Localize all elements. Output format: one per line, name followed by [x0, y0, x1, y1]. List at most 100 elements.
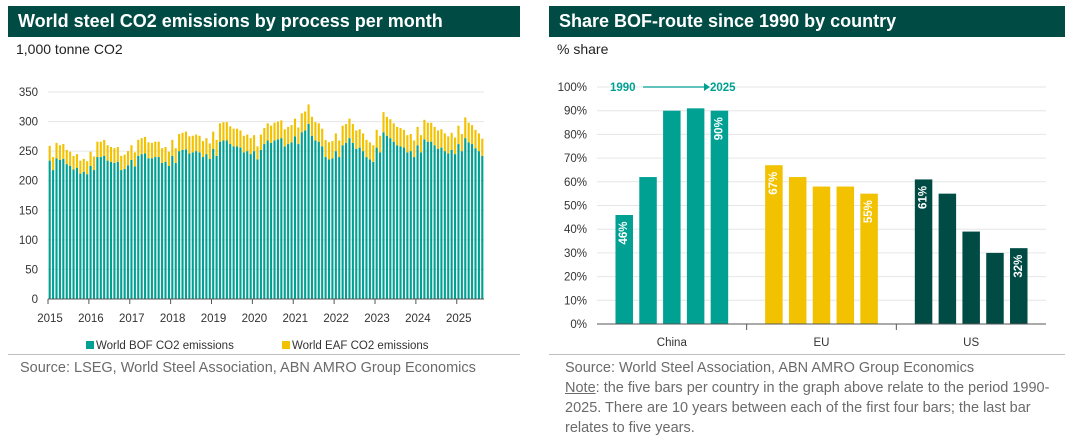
eaf-bar — [212, 131, 215, 149]
eaf-bar — [389, 119, 392, 139]
bar-value-label: 90% — [713, 117, 725, 140]
bof-bar — [249, 154, 252, 299]
bof-bar — [297, 144, 300, 299]
bof-bar — [379, 152, 382, 299]
bof-bar — [218, 141, 222, 299]
bof-bar — [225, 140, 228, 299]
eaf-bar — [287, 126, 290, 145]
bof-bar — [344, 142, 348, 299]
category-label: China — [657, 337, 688, 349]
eaf-bar — [297, 127, 300, 145]
bof-bar — [266, 140, 269, 299]
y-tick-label: 350 — [19, 87, 38, 99]
eaf-bar — [147, 142, 150, 159]
bof-bar — [103, 155, 106, 299]
eaf-bar — [307, 104, 310, 124]
eaf-bar — [140, 138, 143, 155]
bof-bar — [273, 140, 276, 299]
share-bar — [788, 177, 807, 324]
eaf-bar — [215, 139, 218, 156]
bof-bar — [368, 159, 371, 299]
bof-bar — [99, 157, 102, 299]
note-label: Note — [565, 380, 596, 396]
bof-bar — [157, 157, 160, 299]
eaf-bar — [232, 128, 235, 147]
eaf-bar — [321, 128, 324, 147]
bof-bar — [259, 149, 262, 299]
eaf-bar — [460, 133, 463, 152]
bof-bar — [331, 158, 334, 299]
y-tick-label: 100% — [558, 82, 587, 94]
eaf-bar — [467, 122, 470, 143]
eaf-bar — [161, 148, 164, 163]
share-bar — [1010, 248, 1028, 324]
bof-bar — [276, 139, 279, 299]
y-tick-label: 20% — [564, 272, 587, 284]
period-start-label: 1990 — [610, 82, 636, 94]
eaf-bar — [126, 151, 130, 166]
bof-bar — [154, 157, 157, 299]
bof-bar — [65, 164, 68, 299]
eaf-bar — [171, 139, 174, 156]
right-note: Note: the five bars per country in the g… — [565, 378, 1055, 438]
bof-bar — [232, 146, 235, 299]
bof-bar — [324, 157, 327, 299]
bof-bar — [123, 168, 126, 299]
eaf-bar — [72, 155, 75, 170]
bof-bar — [137, 155, 140, 299]
bof-bar — [79, 173, 82, 299]
right-source-text: Source: World Steel Association, ABN AMR… — [565, 360, 975, 376]
eaf-bar — [109, 147, 113, 162]
share-bar — [986, 252, 1004, 324]
x-tick-label: 2017 — [119, 313, 145, 325]
eaf-bar — [113, 148, 116, 163]
eaf-bar — [201, 141, 205, 158]
bof-bar — [436, 148, 440, 299]
bof-bar — [75, 167, 79, 299]
bof-bar — [443, 151, 446, 299]
bof-bar — [304, 130, 307, 299]
eaf-bar — [52, 157, 55, 171]
bof-bar — [467, 142, 470, 299]
bof-bar — [423, 139, 426, 299]
bof-bar — [287, 144, 290, 299]
note-text: : the five bars per country in the graph… — [565, 380, 1050, 436]
bof-bar — [382, 132, 385, 299]
bof-bar — [184, 149, 188, 299]
eaf-bar — [208, 143, 211, 159]
period-end-label: 2025 — [710, 82, 736, 94]
category-label: EU — [814, 337, 830, 349]
bof-bar — [195, 151, 198, 299]
bof-bar — [198, 152, 201, 299]
y-tick-label: 50 — [25, 264, 38, 276]
x-tick-label: 2024 — [405, 313, 431, 325]
eaf-bar — [79, 160, 82, 174]
eaf-bar — [433, 126, 436, 146]
share-bar — [836, 186, 855, 324]
eaf-bar — [293, 118, 297, 137]
category-label: US — [963, 337, 979, 349]
eaf-bar — [266, 123, 269, 141]
eaf-bar — [65, 149, 68, 165]
bof-bar — [341, 145, 344, 299]
eaf-bar — [184, 131, 188, 150]
bof-bar — [62, 158, 65, 299]
y-tick-label: 30% — [564, 248, 587, 260]
eaf-bar — [324, 139, 327, 158]
eaf-bar — [283, 129, 286, 147]
share-bar — [686, 108, 705, 324]
y-tick-label: 40% — [564, 224, 587, 236]
eaf-bar — [239, 130, 242, 148]
eaf-bar — [62, 144, 65, 159]
left-source-text: Source: LSEG, World Steel Association, A… — [20, 360, 476, 376]
y-tick-label: 300 — [19, 117, 38, 129]
eaf-bar — [426, 122, 429, 142]
bof-bar — [242, 152, 245, 299]
bof-bar — [406, 152, 409, 299]
bof-bar — [314, 140, 317, 299]
share-bar — [860, 193, 878, 324]
eaf-bar — [471, 125, 474, 145]
bar-value-label: 55% — [863, 200, 875, 223]
bof-bar — [235, 146, 239, 299]
bof-bar — [457, 144, 460, 299]
